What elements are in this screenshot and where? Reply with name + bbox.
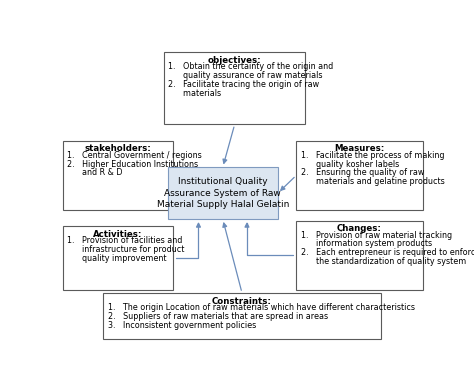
Text: 1.   Provision of facilities and: 1. Provision of facilities and xyxy=(67,237,182,245)
FancyBboxPatch shape xyxy=(63,227,173,290)
Text: Measures:: Measures: xyxy=(335,144,385,153)
Text: the standardization of quality system: the standardization of quality system xyxy=(301,257,466,266)
Text: quality improvement: quality improvement xyxy=(67,254,167,263)
Text: quality kosher labels: quality kosher labels xyxy=(301,160,399,169)
Text: 1.   Provision of raw material tracking: 1. Provision of raw material tracking xyxy=(301,230,452,240)
Text: materials: materials xyxy=(168,89,221,98)
FancyBboxPatch shape xyxy=(103,293,381,339)
Text: 3.   Inconsistent government policies: 3. Inconsistent government policies xyxy=(108,321,256,330)
Text: objectives:: objectives: xyxy=(208,56,262,65)
Text: 2.   Ensuring the quality of raw: 2. Ensuring the quality of raw xyxy=(301,169,424,177)
FancyBboxPatch shape xyxy=(296,220,423,290)
Text: Material Supply Halal Gelatin: Material Supply Halal Gelatin xyxy=(156,200,289,209)
FancyBboxPatch shape xyxy=(164,52,305,124)
FancyBboxPatch shape xyxy=(296,141,423,210)
Text: Assurance System of Raw: Assurance System of Raw xyxy=(164,189,281,198)
FancyBboxPatch shape xyxy=(168,167,278,219)
Text: 1.   The origin Location of raw materials which have different characteristics: 1. The origin Location of raw materials … xyxy=(108,303,415,312)
Text: Changes:: Changes: xyxy=(337,224,382,233)
Text: materials and gelatine products: materials and gelatine products xyxy=(301,177,444,186)
Text: 1.   Obtain the certainty of the origin and: 1. Obtain the certainty of the origin an… xyxy=(168,62,334,71)
Text: quality assurance of raw materials: quality assurance of raw materials xyxy=(168,71,323,80)
Text: information system products: information system products xyxy=(301,240,432,248)
Text: Activities:: Activities: xyxy=(93,230,143,239)
Text: 1.   Central Government / regions: 1. Central Government / regions xyxy=(67,151,202,160)
Text: and R & D: and R & D xyxy=(67,169,123,177)
Text: Institutional Quality: Institutional Quality xyxy=(178,177,267,187)
Text: 2.   Suppliers of raw materials that are spread in areas: 2. Suppliers of raw materials that are s… xyxy=(108,312,328,321)
Text: infrastructure for product: infrastructure for product xyxy=(67,245,185,254)
Text: 2.   Each entrepreneur is required to enforce: 2. Each entrepreneur is required to enfo… xyxy=(301,248,474,257)
Text: 2.   Higher Education Institutions: 2. Higher Education Institutions xyxy=(67,160,199,169)
Text: stakeholders:: stakeholders: xyxy=(85,144,151,153)
Text: Constraints:: Constraints: xyxy=(212,296,272,306)
Text: 2.   Facilitate tracing the origin of raw: 2. Facilitate tracing the origin of raw xyxy=(168,80,319,89)
Text: 1.   Facilitate the process of making: 1. Facilitate the process of making xyxy=(301,151,444,160)
FancyBboxPatch shape xyxy=(63,141,173,210)
